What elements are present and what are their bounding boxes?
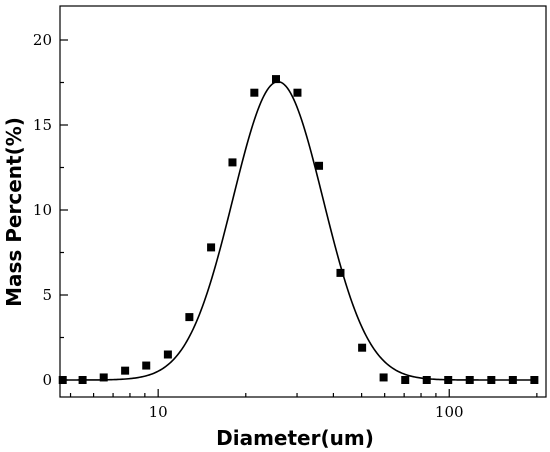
data-point xyxy=(444,376,453,384)
fit-curve xyxy=(62,80,535,381)
data-point xyxy=(336,268,345,277)
y-axis-title: Mass Percent(%) xyxy=(2,117,26,307)
data-point xyxy=(99,373,108,382)
data-point xyxy=(379,373,388,382)
data-point xyxy=(163,350,172,359)
data-point xyxy=(58,376,67,384)
data-point xyxy=(121,366,130,375)
data-point xyxy=(530,376,539,384)
data-point xyxy=(508,376,517,384)
data-point xyxy=(78,376,87,384)
y-tick-label: 5 xyxy=(42,286,52,304)
data-point xyxy=(487,376,496,384)
data-point xyxy=(228,158,237,167)
x-axis: 10 100 xyxy=(69,389,538,421)
data-point xyxy=(142,361,151,370)
y-axis: 0 5 10 15 20 xyxy=(33,31,68,389)
x-tick-label: 10 xyxy=(149,403,168,421)
x-axis-title: Diameter(um) xyxy=(216,426,374,450)
data-point xyxy=(272,75,280,84)
data-point xyxy=(401,376,410,384)
data-point xyxy=(185,313,194,322)
y-tick-label: 15 xyxy=(33,116,52,134)
data-point xyxy=(358,343,367,352)
x-tick-label: 100 xyxy=(435,403,464,421)
y-tick-label: 20 xyxy=(33,31,52,49)
data-points xyxy=(58,75,539,384)
data-point xyxy=(293,88,302,97)
data-point xyxy=(250,88,259,97)
data-point xyxy=(315,161,324,170)
y-tick-label: 10 xyxy=(33,201,52,219)
data-point xyxy=(465,376,474,384)
plot-area xyxy=(59,5,547,398)
y-tick-label: 0 xyxy=(42,371,52,389)
data-point xyxy=(207,243,216,252)
plot-frame xyxy=(59,5,547,398)
data-point xyxy=(422,376,431,384)
